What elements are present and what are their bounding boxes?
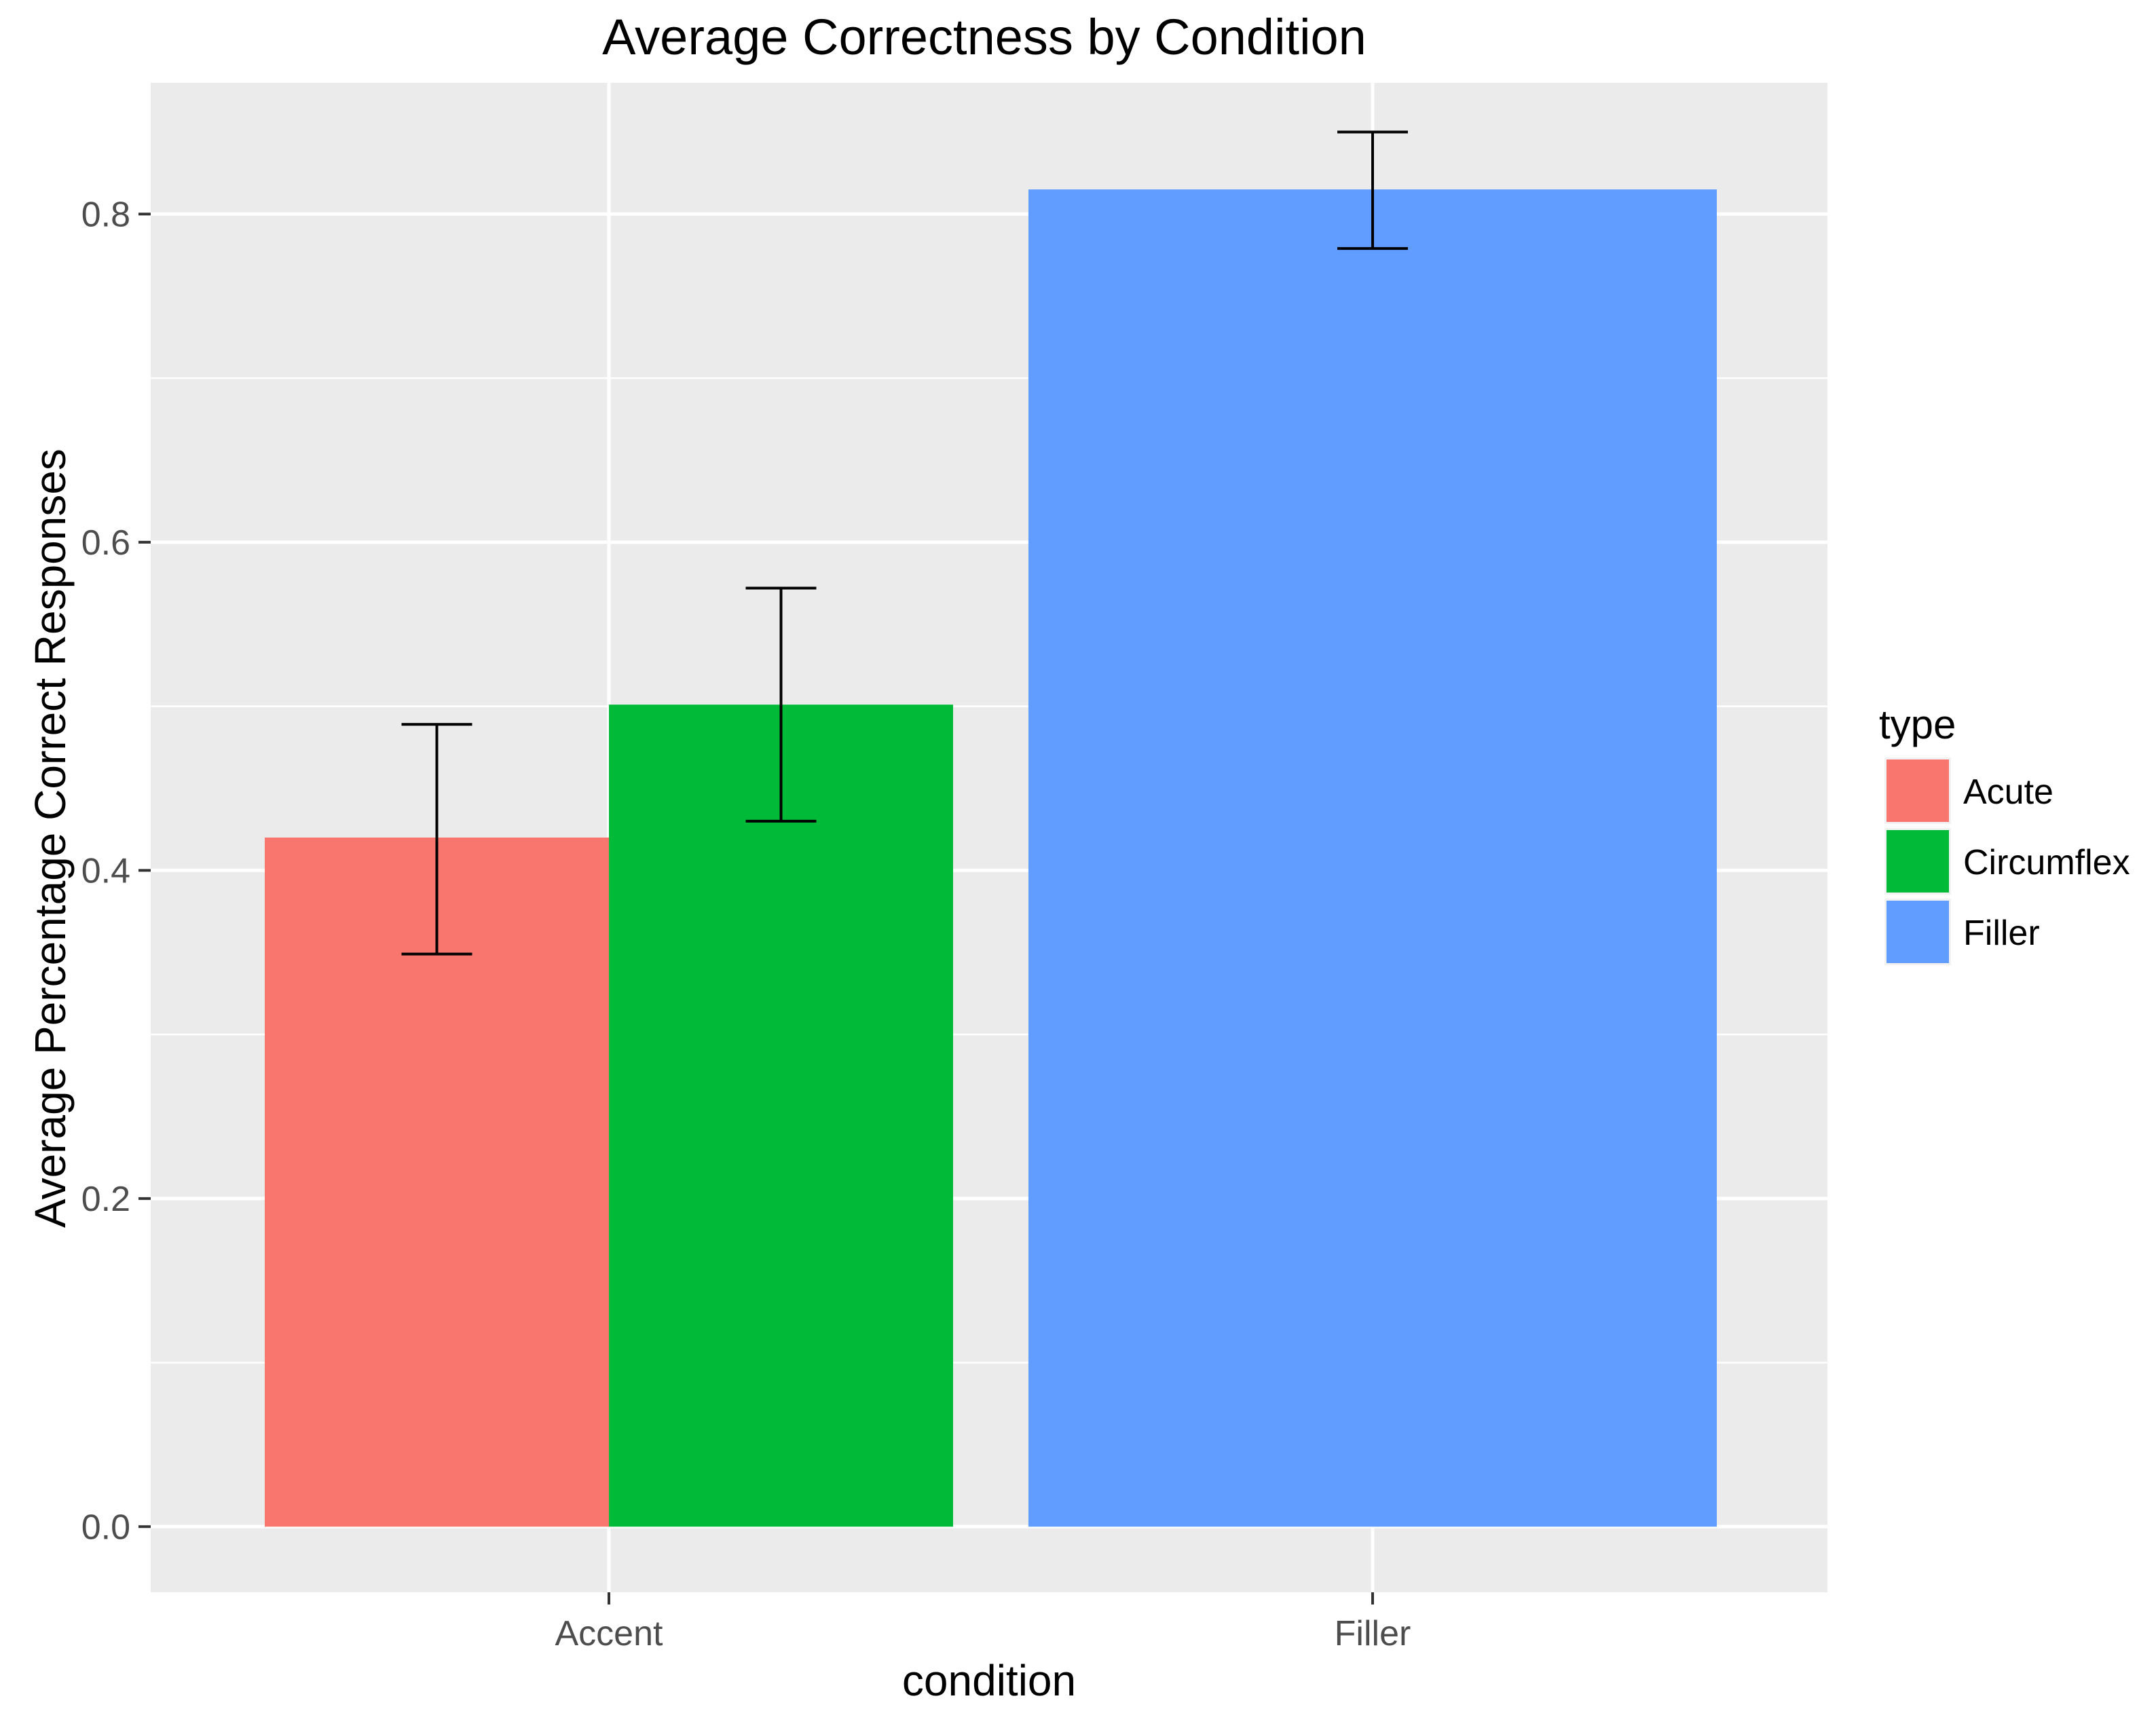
axes: 0.0 0.2 0.4 0.6 0.8 Accent Filler xyxy=(81,195,1411,1653)
bar-filler xyxy=(1028,189,1717,1527)
y-tick-label: 0.0 xyxy=(81,1507,130,1547)
legend-label: Acute xyxy=(1963,772,2053,812)
y-axis-title: Average Percentage Correct Responses xyxy=(26,449,75,1228)
y-tick-label: 0.8 xyxy=(81,195,130,234)
legend-label: Circumflex xyxy=(1963,843,2130,882)
legend: type Acute Circumflex Filler xyxy=(1879,702,2130,965)
x-tick-label: Filler xyxy=(1335,1614,1411,1653)
bar-circumflex xyxy=(609,705,953,1527)
legend-swatch xyxy=(1887,759,1949,822)
legend-label: Filler xyxy=(1963,914,2040,953)
y-tick-label: 0.6 xyxy=(81,523,130,563)
legend-swatch xyxy=(1887,830,1949,893)
bars xyxy=(265,189,1717,1527)
error-bars xyxy=(401,130,1408,956)
legend-title: type xyxy=(1879,702,1956,747)
legend-swatch xyxy=(1887,901,1949,963)
chart-title: Average Correctness by Condition xyxy=(602,9,1367,65)
x-axis-title: condition xyxy=(902,1656,1076,1705)
y-tick-label: 0.2 xyxy=(81,1180,130,1219)
y-tick-label: 0.4 xyxy=(81,851,130,890)
x-tick-label: Accent xyxy=(555,1614,664,1653)
